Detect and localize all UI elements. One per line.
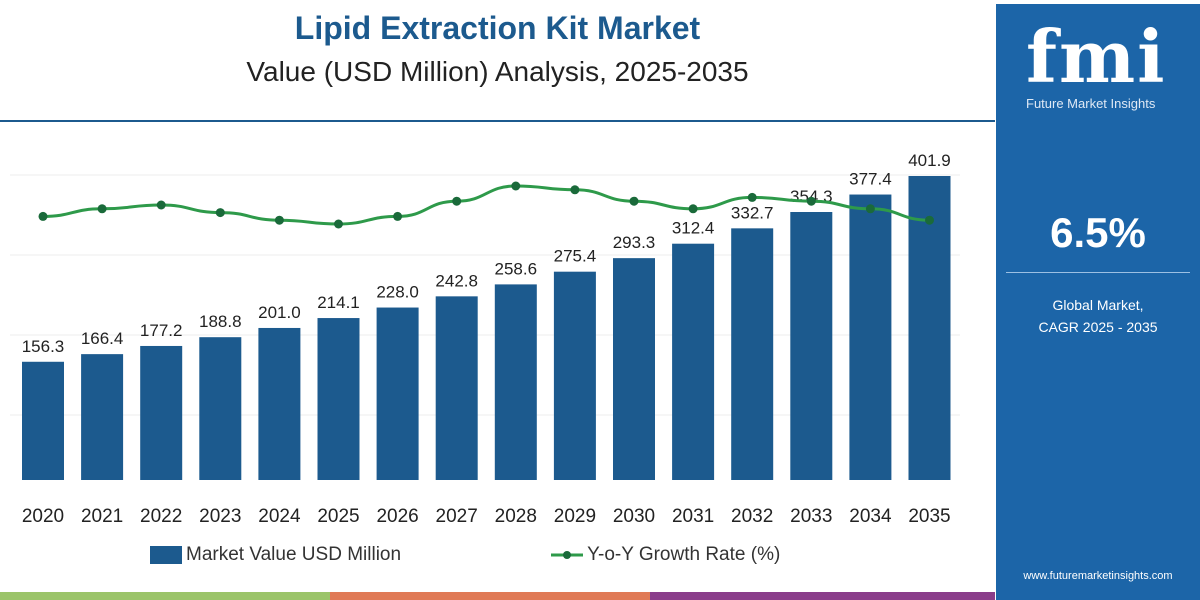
title-divider	[0, 120, 995, 122]
growth-point-2027	[452, 196, 462, 206]
bar-value-label: 214.1	[317, 293, 360, 312]
logo-subtitle: Future Market Insights	[1026, 96, 1156, 111]
bar-value-label: 332.7	[731, 203, 774, 222]
bar-2022	[140, 345, 183, 480]
x-tick-label: 2028	[495, 506, 537, 527]
x-tick-label: 2026	[376, 506, 418, 527]
growth-point-2026	[393, 211, 403, 221]
bar-2027	[435, 296, 478, 480]
x-tick-label: 2020	[22, 506, 64, 527]
growth-point-2022	[156, 200, 166, 210]
bar-value-label: 312.4	[672, 219, 715, 238]
stripe-purple	[650, 592, 995, 600]
panel-divider	[1006, 272, 1190, 273]
growth-point-2021	[97, 204, 107, 214]
x-tick-label: 2032	[731, 506, 773, 527]
x-tick-label: 2024	[258, 506, 301, 527]
x-tick-label: 2025	[317, 506, 359, 527]
growth-point-2032	[747, 192, 757, 202]
growth-point-2028	[511, 181, 521, 191]
x-tick-label: 2035	[908, 506, 950, 527]
bar-value-label: 275.4	[554, 247, 597, 266]
growth-point-2033	[806, 196, 816, 206]
legend: Market Value USD Million Y-o-Y Growth Ra…	[150, 544, 780, 566]
chart-subtitle: Value (USD Million) Analysis, 2025-2035	[246, 56, 749, 87]
bar-value-label: 188.8	[199, 312, 242, 331]
bar-2020	[22, 361, 64, 480]
bar-2025	[317, 318, 360, 480]
bar-2031	[672, 243, 715, 480]
bar-2026	[376, 307, 419, 480]
growth-point-2034	[865, 204, 875, 214]
bar-2034	[849, 194, 892, 480]
x-tick-label: 2021	[81, 506, 123, 527]
x-tick-label: 2034	[849, 506, 892, 527]
legend-label: Market Value USD Million	[186, 544, 402, 565]
bar-2028	[494, 284, 537, 480]
growth-point-2030	[629, 196, 639, 206]
bar-2029	[553, 271, 596, 480]
cagr-label-line1: Global Market,	[1052, 297, 1144, 313]
growth-point-2029	[570, 185, 580, 195]
growth-point-2024	[274, 215, 284, 225]
cagr-label: Global Market, CAGR 2025 - 2035	[996, 294, 1200, 338]
brand-panel: fmi Future Market Insights 6.5% Global M…	[996, 4, 1200, 600]
bar-value-label: 293.3	[613, 233, 656, 252]
x-tick-label: 2022	[140, 506, 182, 527]
bar-2035	[908, 176, 951, 480]
website-url[interactable]: www.futuremarketinsights.com	[1023, 570, 1173, 582]
bar-value-label: 228.0	[376, 283, 419, 302]
bar-2032	[731, 228, 774, 480]
x-tick-label: 2033	[790, 506, 832, 527]
x-tick-label: 2029	[554, 506, 596, 527]
bar-value-label: 156.3	[22, 337, 65, 356]
bar-2024	[258, 327, 301, 480]
bar-value-label: 166.4	[81, 329, 124, 348]
bar-2023	[199, 337, 242, 480]
line-swatch	[551, 551, 584, 559]
x-tick-label: 2030	[613, 506, 655, 527]
x-tick-label: 2023	[199, 506, 241, 527]
bar-value-label: 177.2	[140, 321, 183, 340]
bar-2030	[613, 258, 655, 480]
stripe-orange	[330, 592, 650, 600]
bar-value-label: 377.4	[849, 170, 892, 189]
growth-point-2020	[38, 211, 48, 221]
chart-title: Lipid Extraction Kit Market	[294, 10, 701, 46]
growth-line	[42, 184, 930, 226]
stripe-green	[0, 592, 330, 600]
growth-point-2035	[925, 215, 934, 225]
bar-2021	[81, 354, 124, 480]
bar-value-label: 201.0	[258, 303, 301, 322]
bar-value-label: 242.8	[435, 271, 478, 290]
growth-point-2031	[688, 204, 698, 214]
bar-value-label: 258.6	[495, 259, 538, 278]
growth-point-2023	[215, 208, 225, 218]
growth-point-2025	[334, 219, 343, 229]
cagr-value: 6.5%	[1050, 209, 1146, 256]
x-tick-label: 2027	[436, 506, 478, 527]
legend-item-growth: Y-o-Y Growth Rate (%)	[551, 544, 780, 566]
bar-swatch	[150, 546, 182, 564]
cagr-label-line2: CAGR 2025 - 2035	[1038, 319, 1158, 335]
bar-value-label: 401.9	[908, 151, 951, 170]
chart-area: 156.3 2020 166.4 2021 177.2 2022 188.8 2023 201.…	[10, 151, 960, 527]
x-tick-label: 2031	[672, 506, 714, 527]
legend-label: Y-o-Y Growth Rate (%)	[587, 544, 781, 565]
fmi-logo: fmi	[1026, 14, 1167, 99]
legend-item-market-value: Market Value USD Million	[150, 544, 401, 566]
bar-2033	[790, 212, 833, 480]
